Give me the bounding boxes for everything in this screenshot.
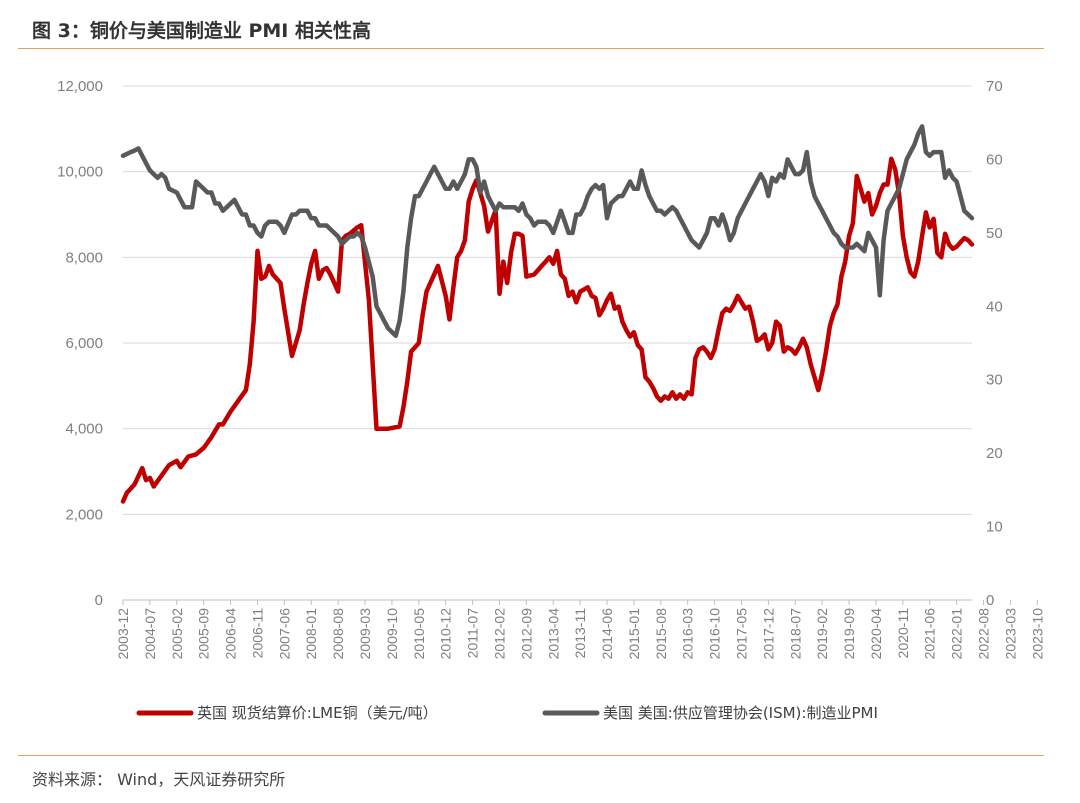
left-axis-tick-label: 12,000 (57, 78, 103, 95)
x-axis-tick-label: 2010-05 (411, 608, 427, 660)
gridlines (122, 85, 1038, 605)
right-axis-tick-label: 30 (986, 372, 1003, 389)
x-axis-tick-label: 2020-04 (868, 608, 884, 660)
right-axis-tick-label: 40 (986, 298, 1003, 315)
figure-title: 图 3：铜价与美国制造业 PMI 相关性高 (32, 20, 371, 42)
x-axis-tick-label: 2023-03 (1002, 608, 1018, 660)
source-divider (18, 755, 1044, 756)
x-axis-labels: 2003-12 2004-07 2005-02 2005-09 2006-04 2006-… (115, 608, 1045, 660)
x-axis-tick-label: 2009-10 (384, 608, 400, 660)
right-axis-tick-label: 10 (986, 519, 1003, 536)
x-axis-tick-label: 2012-09 (518, 608, 534, 660)
x-axis-tick-label: 2008-08 (330, 608, 346, 660)
left-axis-tick-label: 4,000 (65, 421, 103, 438)
right-axis-tick-label: 60 (986, 151, 1003, 168)
x-axis-tick-label: 2014-06 (599, 608, 615, 660)
x-axis-tick-label: 2013-04 (545, 608, 561, 660)
x-axis-tick-label: 2013-11 (572, 608, 588, 659)
left-axis-tick-label: 8,000 (65, 249, 103, 266)
right-axis-tick-label: 0 (986, 592, 994, 609)
right-axis-labels: 0 10 20 30 40 50 60 70 (986, 78, 1003, 609)
series-line-lme-copper (120, 156, 975, 504)
x-axis-tick-label: 2022-08 (976, 608, 992, 660)
left-axis-tick-label: 10,000 (57, 164, 103, 181)
x-axis-tick-label: 2006-04 (223, 608, 239, 660)
x-axis-tick-label: 2015-08 (653, 608, 669, 660)
x-axis-tick-label: 2009-03 (357, 608, 373, 660)
series-line-ism-pmi (120, 124, 975, 338)
right-axis-tick-label: 70 (986, 78, 1003, 95)
left-axis-tick-label: 6,000 (65, 335, 103, 352)
x-axis-tick-label: 2023-10 (1029, 608, 1045, 660)
x-axis-tick-label: 2019-09 (841, 608, 857, 660)
x-axis-tick-label: 2016-10 (707, 608, 723, 660)
x-axis-tick-label: 2021-06 (922, 608, 938, 660)
x-axis-tick-label: 2004-07 (142, 608, 158, 660)
legend-label-lme-copper: 英国 现货结算价:LME铜（美元/吨） (197, 704, 438, 722)
x-axis-tick-label: 2016-03 (680, 608, 696, 660)
x-axis-tick-label: 2003-12 (115, 608, 131, 660)
x-axis-tick-label: 2007-06 (276, 608, 292, 660)
left-axis-labels: 0 2,000 4,000 6,000 8,000 10,000 12,000 (57, 78, 103, 609)
right-axis-tick-label: 20 (986, 445, 1003, 462)
x-axis-tick-label: 2015-01 (626, 608, 642, 660)
title-divider (18, 48, 1044, 49)
line-chart: 0 2,000 4,000 6,000 8,000 10,000 12,000 0 10 20 3… (57, 78, 1045, 722)
x-axis-tick-label: 2011-07 (465, 608, 481, 659)
legend: 英国 现货结算价:LME铜（美元/吨） 美国 美国:供应管理协会(ISM):制造业… (136, 704, 878, 722)
legend-label-ism-pmi: 美国 美国:供应管理协会(ISM):制造业PMI (603, 704, 878, 722)
left-axis-tick-label: 2,000 (65, 506, 103, 523)
x-axis-tick-label: 2022-01 (949, 608, 965, 660)
x-axis-tick-label: 2020-11 (895, 608, 911, 659)
x-axis-tick-label: 2017-12 (760, 608, 776, 660)
right-axis-tick-label: 50 (986, 225, 1003, 242)
x-axis-tick-label: 2005-09 (196, 608, 212, 660)
x-axis-tick-label: 2018-07 (787, 608, 803, 660)
x-axis-tick-label: 2012-02 (491, 608, 507, 660)
x-axis-tick-label: 2010-12 (438, 608, 454, 660)
left-axis-tick-label: 0 (95, 592, 103, 609)
source-note: 资料来源： Wind，天风证券研究所 (32, 770, 286, 789)
x-axis-tick-label: 2008-01 (303, 608, 319, 660)
x-axis-tick-label: 2005-02 (169, 608, 185, 660)
x-axis-tick-label: 2017-05 (734, 608, 750, 660)
x-axis-tick-label: 2006-11 (249, 608, 265, 659)
x-axis-tick-label: 2019-02 (814, 608, 830, 660)
series-lines (120, 124, 975, 504)
